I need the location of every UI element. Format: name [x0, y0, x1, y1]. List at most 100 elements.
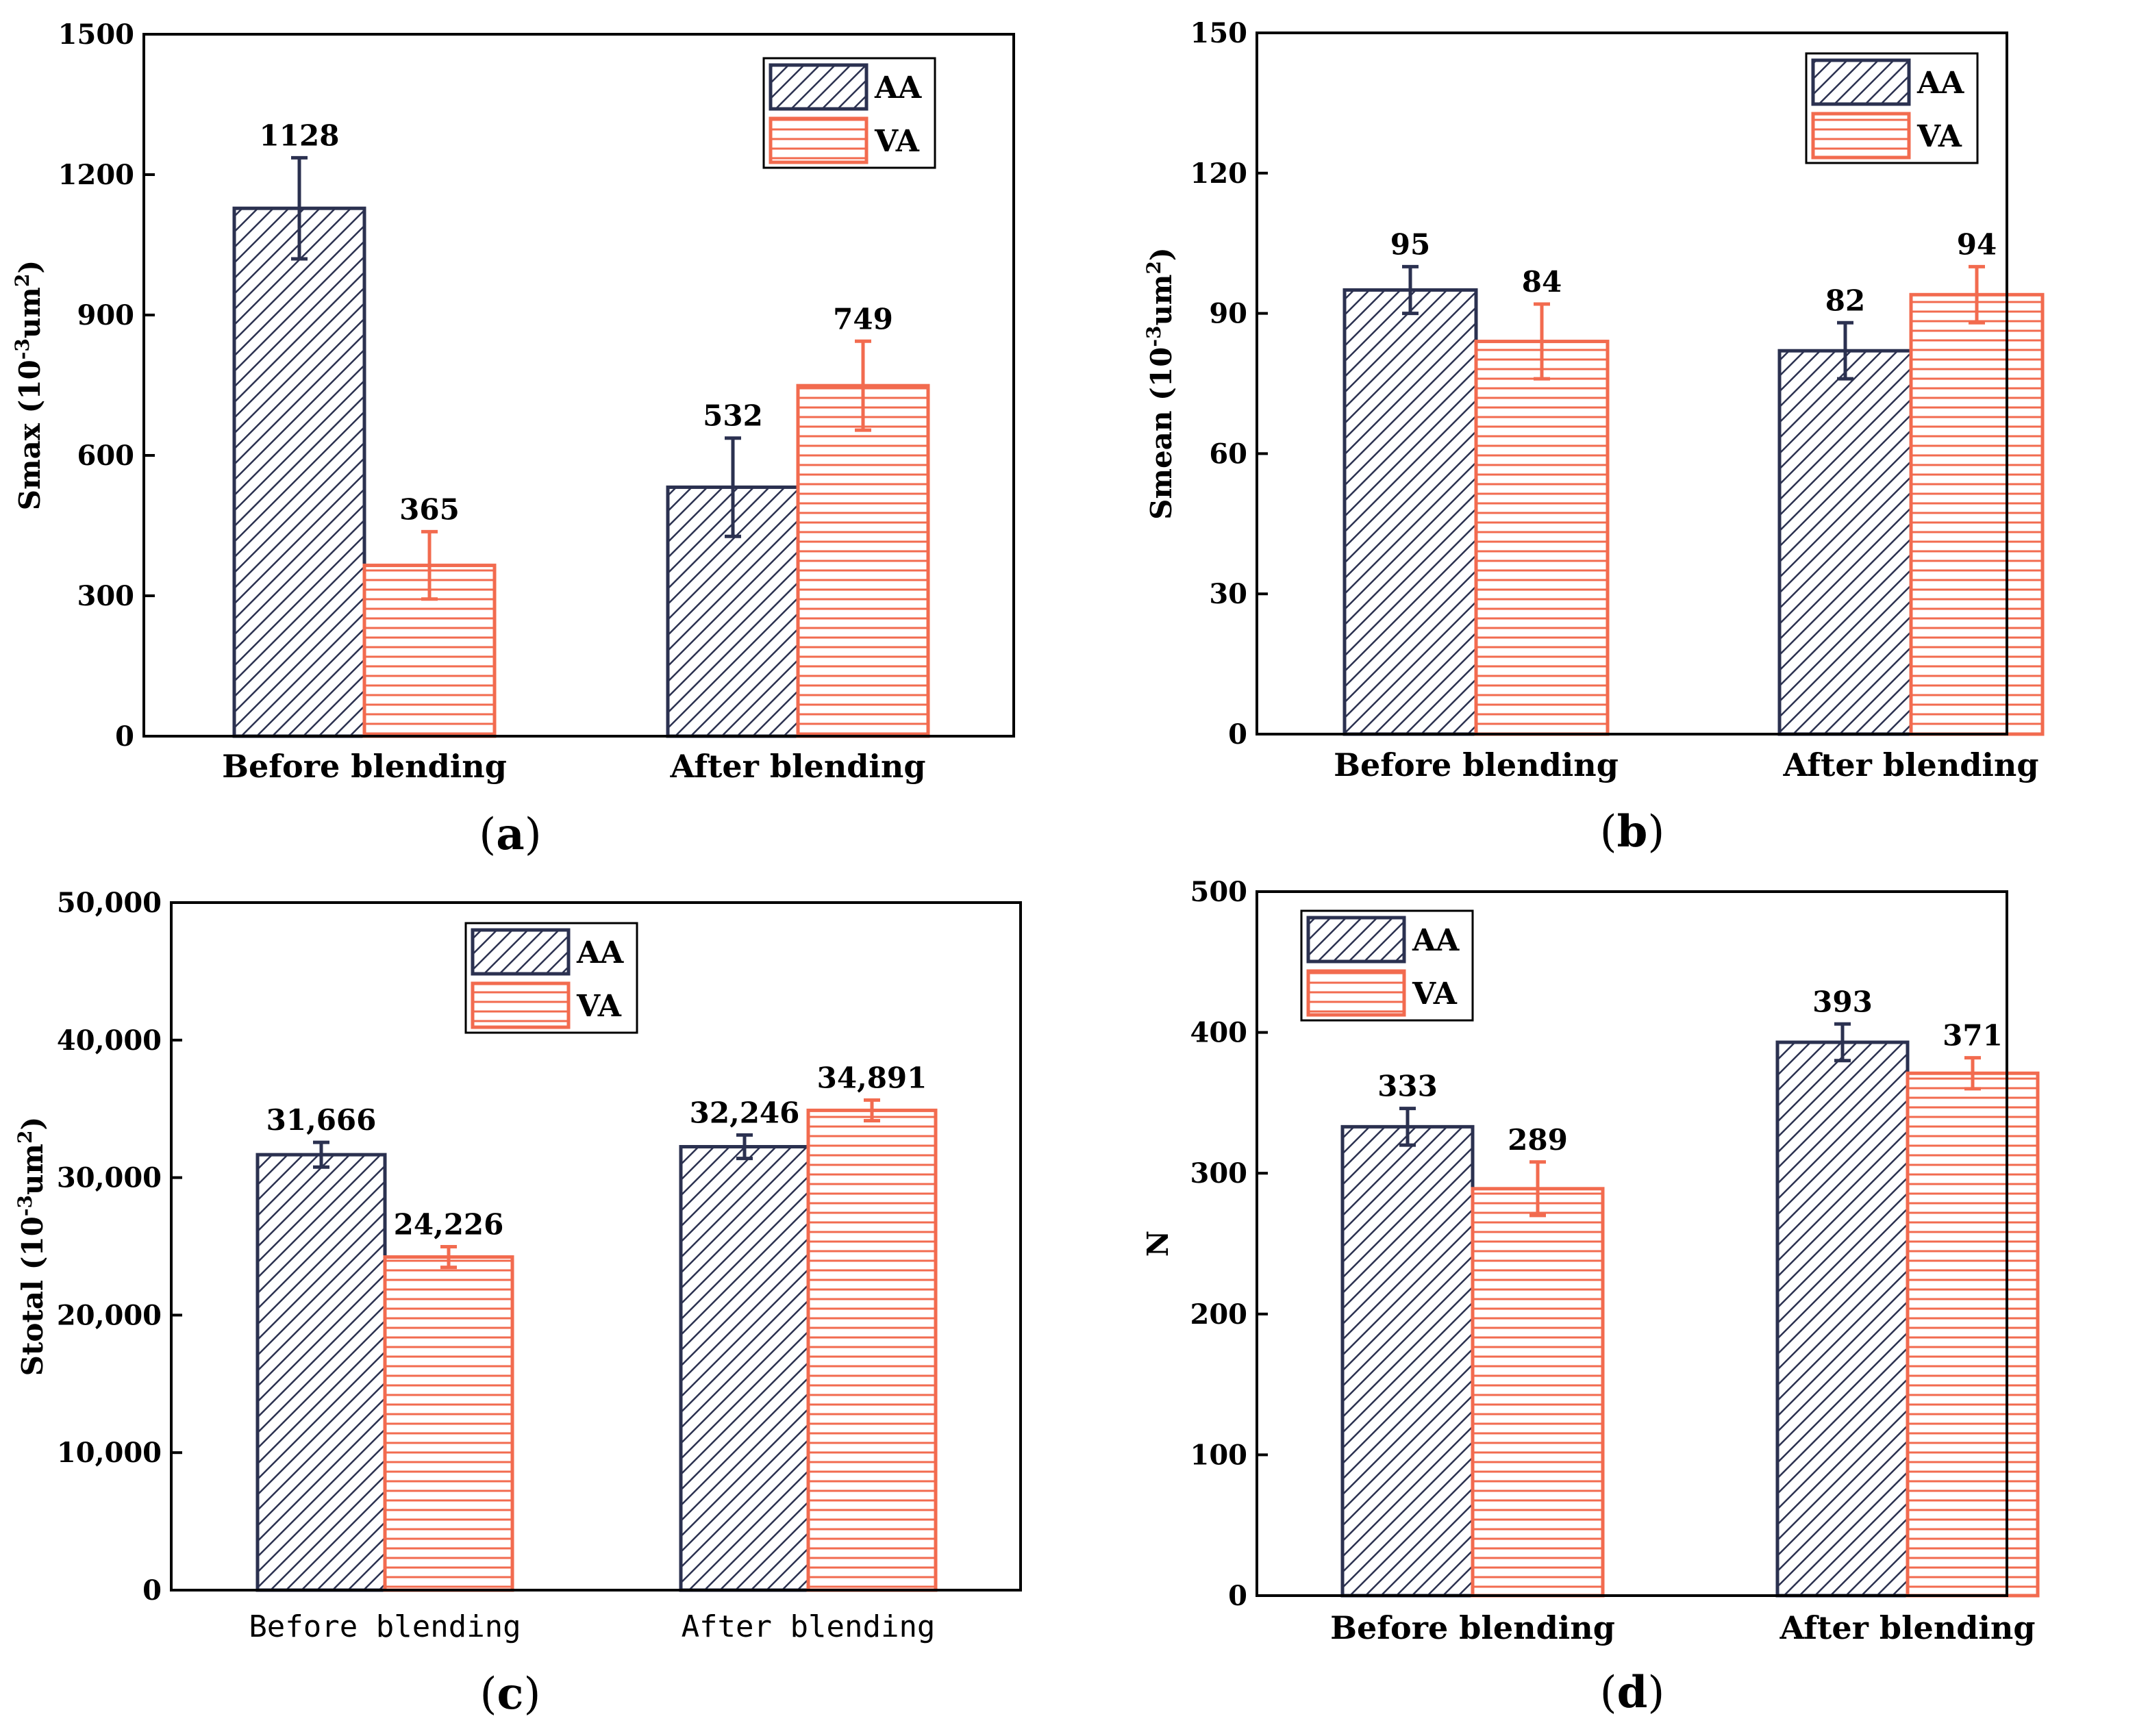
- legend-label-aa: AA: [1916, 66, 1964, 101]
- y-axis-label-part: -3: [14, 1195, 36, 1216]
- panel-label-open: (: [479, 809, 496, 860]
- error-bar-aa-0: [313, 1140, 329, 1169]
- y-axis-label-part: 2: [1142, 261, 1165, 274]
- data-label-va-0: 84: [1522, 265, 1562, 299]
- panel-label: (d): [1600, 1667, 1665, 1718]
- panel-label-close: ): [1647, 1668, 1664, 1718]
- legend: AA VA: [464, 922, 638, 1034]
- y-tick-label: 500: [1190, 876, 1248, 908]
- y-tick-label: 1500: [58, 18, 134, 51]
- y-tick-label: 50,000: [57, 887, 162, 919]
- y-tick-label: 300: [1190, 1157, 1248, 1190]
- legend: AA VA: [1300, 909, 1474, 1022]
- x-category-label: Before blending: [1334, 746, 1619, 783]
- chart-panel-b: 95 82 84 94 0 30 60 90 120 150 Before blending Afte…: [1142, 17, 2045, 857]
- legend-label-va: VA: [1412, 977, 1458, 1011]
- error-bar-va-0: [440, 1244, 457, 1270]
- legend-swatch-aa: [769, 63, 869, 111]
- legend-swatch-aa: [1306, 916, 1406, 964]
- error-bar-aa-0: [1399, 1107, 1416, 1147]
- y-tick-label: 40,000: [57, 1024, 162, 1057]
- y-tick-label: 30,000: [57, 1162, 162, 1194]
- legend-swatch-aa: [471, 928, 571, 976]
- legend-swatch-va: [769, 116, 869, 164]
- panel-label-letter: c: [497, 1668, 524, 1720]
- y-axis-label-part: -3: [11, 338, 34, 360]
- data-label-va-1: 749: [833, 302, 893, 336]
- legend-label-va: VA: [874, 124, 920, 159]
- error-bar-aa-1: [1837, 320, 1853, 381]
- bar-aa-1: [679, 1145, 810, 1592]
- error-bar-va-0: [1529, 1160, 1546, 1218]
- panel-label-letter: a: [496, 809, 524, 860]
- y-tick-label: 0: [115, 720, 134, 753]
- y-tick-label: 150: [1190, 17, 1248, 49]
- x-category-label: After blending: [669, 748, 925, 785]
- bar-va-0: [1471, 1187, 1605, 1598]
- legend-swatch-va: [471, 981, 571, 1029]
- x-category-label: After blending: [1782, 746, 2038, 783]
- y-axis-label-part: -3: [1142, 326, 1165, 347]
- panel-label: (b): [1600, 806, 1665, 857]
- y-axis-label-part: um: [16, 1144, 49, 1195]
- y-tick-label: 0: [142, 1574, 162, 1607]
- y-tick-label: 900: [77, 299, 135, 331]
- y-tick-label: 200: [1190, 1298, 1248, 1331]
- error-bar-aa-1: [1834, 1022, 1851, 1063]
- data-label-aa-1: 393: [1812, 985, 1873, 1018]
- y-tick-label: 60: [1209, 438, 1247, 470]
- bar-aa-0: [232, 206, 366, 738]
- legend-label-aa: AA: [1412, 923, 1460, 958]
- error-bar-aa-0: [1402, 264, 1419, 316]
- x-category-label: Before blending: [1330, 1609, 1615, 1646]
- panel-label-letter: d: [1617, 1667, 1648, 1718]
- panel-label-close: ): [525, 809, 542, 860]
- legend-label-va: VA: [1916, 119, 1962, 154]
- y-axis-label-part: um: [1145, 275, 1178, 326]
- data-label-aa-0: 31,666: [266, 1103, 377, 1137]
- legend: AA VA: [1805, 52, 1979, 164]
- data-label-aa-1: 32,246: [690, 1096, 800, 1129]
- chart-panel-d: 333 393 289 371 0 100 200 300 400 500 Before blend…: [1141, 876, 2040, 1718]
- y-tick-label: 10,000: [57, 1437, 162, 1469]
- error-bar-va-0: [421, 529, 438, 601]
- legend-label-aa: AA: [874, 71, 922, 105]
- data-label-aa-1: 82: [1825, 284, 1865, 317]
- y-axis-label-part: um: [13, 287, 47, 338]
- x-category-label: After blending: [1779, 1609, 2035, 1646]
- bar-va-1: [1906, 1071, 2040, 1598]
- x-category-label: After blending: [682, 1609, 936, 1644]
- data-label-va-0: 289: [1508, 1123, 1568, 1157]
- error-bar-aa-0: [291, 155, 308, 261]
- panel-label: (a): [479, 809, 541, 860]
- panel-label-letter: b: [1617, 806, 1648, 857]
- y-axis-label-part: ): [1145, 247, 1178, 261]
- data-label-aa-0: 333: [1377, 1070, 1438, 1103]
- y-axis-label-part: ): [13, 260, 47, 274]
- data-label-aa-0: 1128: [260, 118, 340, 152]
- panel-label: (c): [480, 1668, 541, 1720]
- bar-va-1: [1909, 292, 2045, 736]
- chart-panel-c: 31,666 32,246 24,226 34,891 0 10,000 20,000 30,…: [14, 887, 1022, 1720]
- error-bar-va-1: [864, 1098, 880, 1122]
- error-bar-aa-1: [736, 1133, 753, 1161]
- y-axis-label-part: Smean (10: [1145, 347, 1178, 520]
- y-tick-label: 120: [1190, 158, 1248, 190]
- plot-frame: [1256, 890, 2008, 1597]
- y-tick-label: 90: [1209, 298, 1247, 330]
- error-bar-va-1: [1969, 264, 1985, 325]
- y-axis-label: Smean (10-3um2): [1142, 247, 1179, 520]
- bar-va-0: [1474, 340, 1610, 736]
- legend-swatch-va: [1811, 112, 1911, 160]
- data-label-va-1: 371: [1943, 1019, 2003, 1053]
- legend-label-va: VA: [576, 989, 622, 1024]
- data-label-aa-0: 95: [1390, 227, 1430, 261]
- data-label-va-0: 365: [399, 492, 460, 526]
- y-axis-label-part: ): [16, 1117, 49, 1131]
- y-tick-label: 0: [1228, 1580, 1247, 1612]
- error-bar-va-1: [1964, 1056, 1981, 1091]
- y-tick-label: 20,000: [57, 1299, 162, 1331]
- legend-swatch-va: [1306, 969, 1406, 1017]
- legend-swatch-aa: [1811, 58, 1911, 106]
